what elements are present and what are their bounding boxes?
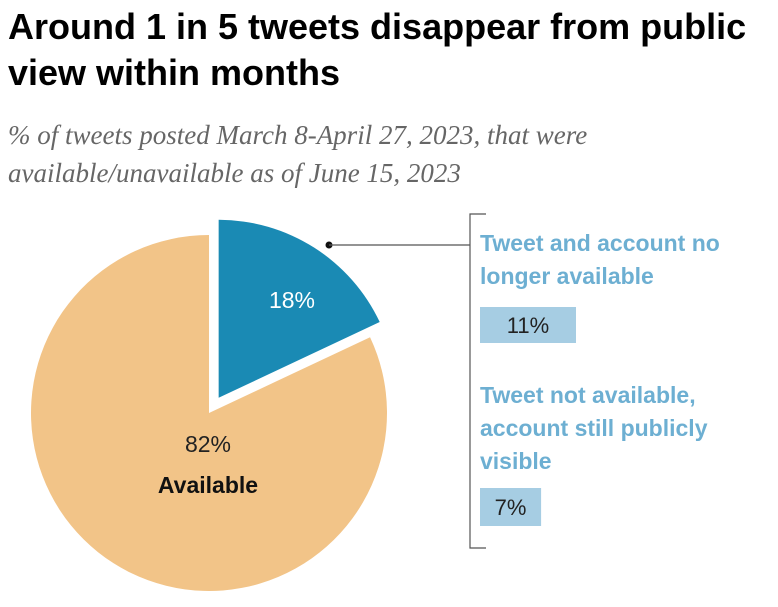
- breakdown-bracket: [469, 213, 486, 549]
- slice-available-name: Available: [158, 472, 258, 498]
- breakdown-1-label-line-1: Tweet and account no: [480, 230, 720, 256]
- breakdown-2-value: 7%: [495, 495, 527, 520]
- slice-unavailable: [218, 219, 380, 398]
- breakdown-1-value: 11%: [507, 313, 549, 338]
- slice-available-value: 82%: [185, 431, 231, 457]
- chart-title: Around 1 in 5 tweets disappear from publ…: [8, 6, 747, 93]
- chart-subtitle: % of tweets posted March 8-April 27, 202…: [8, 120, 588, 188]
- breakdown-2-label-line-2: account still publicly: [480, 415, 708, 441]
- breakdown-1-label-line-2: longer available: [480, 263, 654, 289]
- breakdown-2-label-line-1: Tweet not available,: [480, 382, 696, 408]
- slice-unavailable-value: 18%: [269, 287, 315, 313]
- breakdown-2-bar: [480, 488, 542, 526]
- breakdown-1-bar: [480, 307, 576, 343]
- slice-available: [30, 235, 387, 591]
- breakdown-2-label-line-3: visible: [480, 448, 552, 474]
